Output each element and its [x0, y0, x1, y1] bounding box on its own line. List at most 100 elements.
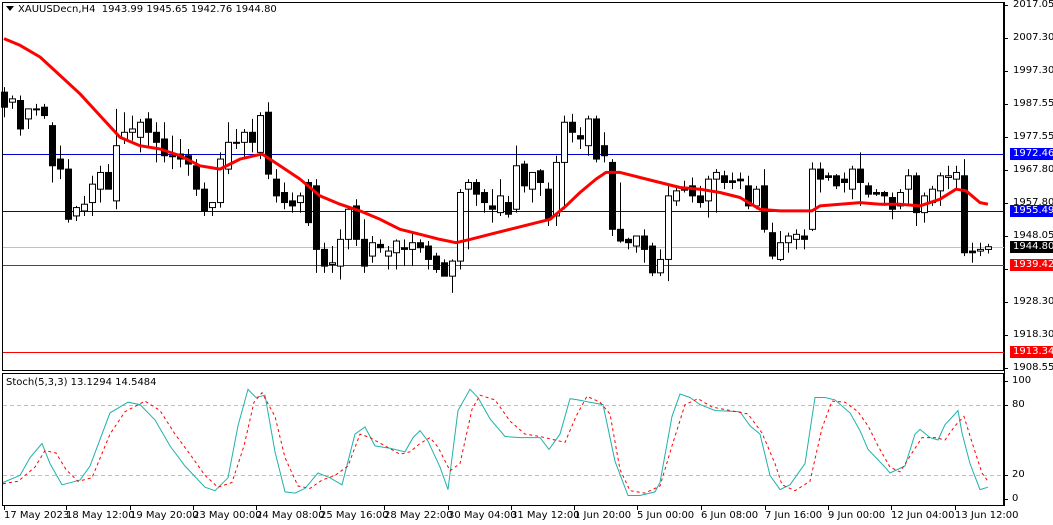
bullish-candle — [409, 242, 416, 250]
price-axis-label: 2007.30 — [1013, 31, 1053, 43]
bearish-candle — [1, 91, 8, 108]
bearish-candle — [769, 232, 776, 257]
bearish-candle — [593, 118, 600, 160]
bearish-candle — [745, 185, 752, 207]
time-axis-label: 7 Jun 16:00 — [765, 510, 823, 521]
bearish-candle — [353, 205, 360, 240]
bearish-candle — [697, 195, 704, 204]
time-axis-label: 31 May 12:00 — [511, 510, 580, 521]
chart-title[interactable]: XAUUSDecn,H4 1943.99 1945.65 1942.76 194… — [6, 4, 277, 15]
bullish-candle — [561, 121, 568, 163]
bearish-candle — [825, 175, 832, 178]
bearish-candle — [521, 163, 528, 187]
bullish-candle — [497, 195, 504, 214]
time-axis-label: 17 May 2023 — [4, 510, 70, 521]
bearish-candle — [537, 170, 544, 183]
bullish-candle — [385, 250, 392, 257]
stoch-axis-label: 100 — [1012, 375, 1032, 386]
bullish-candle — [633, 235, 640, 247]
price-axis-label: 1928.30 — [1013, 295, 1053, 307]
bearish-candle — [201, 188, 208, 212]
bullish-candle — [905, 175, 912, 190]
bullish-candle — [793, 233, 800, 240]
time-axis-label: 19 May 20:00 — [130, 510, 199, 521]
bearish-candle — [425, 245, 432, 260]
bullish-candle — [985, 246, 992, 250]
bullish-candle — [257, 115, 264, 153]
price-axis-label: 1948.05 — [1013, 229, 1053, 241]
open-value: 1943.99 — [101, 4, 144, 15]
bullish-candle — [169, 155, 176, 158]
bullish-candle — [97, 171, 104, 190]
bearish-candle — [969, 250, 976, 254]
triangle-down-icon[interactable] — [6, 6, 14, 11]
bearish-candle — [881, 192, 888, 197]
bullish-candle — [233, 141, 240, 144]
bearish-candle — [545, 188, 552, 220]
bearish-candle — [721, 175, 728, 183]
bullish-candle — [329, 262, 336, 265]
bearish-candle — [65, 168, 72, 220]
bearish-candle — [817, 168, 824, 180]
time-axis-label: 13 Jun 12:00 — [955, 510, 1019, 521]
bearish-candle — [689, 185, 696, 197]
bearish-candle — [577, 135, 584, 140]
bullish-candle — [585, 118, 592, 147]
bullish-candle — [657, 258, 664, 274]
time-axis-label: 12 Jun 04:00 — [891, 510, 955, 521]
bearish-candle — [265, 111, 272, 175]
time-axis-label: 24 May 08:00 — [256, 510, 325, 521]
low-value: 1942.76 — [190, 4, 233, 15]
bullish-candle — [345, 208, 352, 240]
time-axis-label: 9 Jun 00:00 — [828, 510, 886, 521]
bearish-candle — [873, 192, 880, 195]
time-axis-label: 25 May 16:00 — [320, 510, 389, 521]
bearish-candle — [105, 171, 112, 190]
bullish-candle — [937, 175, 944, 192]
time-axis-label: 23 May 00:00 — [193, 510, 262, 521]
bearish-candle — [17, 100, 24, 130]
bearish-candle — [273, 178, 280, 197]
bullish-candle — [129, 128, 136, 133]
price-tag-resistance-1: 1972.46 — [1010, 148, 1053, 161]
stoch-axis-label: 0 — [1012, 493, 1019, 504]
bearish-candle — [41, 106, 48, 117]
bullish-candle — [241, 131, 248, 143]
bullish-candle — [209, 202, 216, 209]
bearish-candle — [481, 192, 488, 204]
bullish-candle — [9, 98, 16, 103]
bullish-candle — [25, 108, 32, 120]
bearish-candle — [433, 255, 440, 270]
price-axis-label: 1997.30 — [1013, 65, 1053, 77]
bearish-candle — [473, 181, 480, 195]
bearish-candle — [737, 178, 744, 182]
bullish-candle — [337, 238, 344, 267]
close-value: 1944.80 — [235, 4, 277, 15]
bearish-candle — [321, 248, 328, 267]
bearish-candle — [625, 238, 632, 244]
high-value: 1945.65 — [146, 4, 188, 15]
bearish-candle — [801, 235, 808, 240]
bearish-candle — [153, 131, 160, 143]
stochastic-pane[interactable] — [2, 373, 1004, 506]
time-axis-label: 1 Jun 20:00 — [574, 510, 632, 521]
bearish-candle — [313, 185, 320, 250]
bearish-candle — [913, 175, 920, 214]
bearish-candle — [569, 121, 576, 133]
bearish-candle — [361, 238, 368, 267]
bullish-candle — [953, 171, 960, 180]
bearish-candle — [841, 178, 848, 183]
price-axis-label: 1908.55 — [1013, 362, 1053, 373]
bullish-candle — [137, 121, 144, 138]
bearish-candle — [761, 185, 768, 230]
price-axis-label: 1967.80 — [1013, 163, 1053, 175]
stoch-axis-label: 80 — [1012, 398, 1025, 410]
bullish-candle — [73, 207, 80, 217]
bullish-candle — [673, 190, 680, 202]
bearish-candle — [145, 118, 152, 133]
bullish-candle — [897, 192, 904, 207]
bullish-candle — [393, 240, 400, 254]
bullish-candle — [33, 108, 40, 111]
